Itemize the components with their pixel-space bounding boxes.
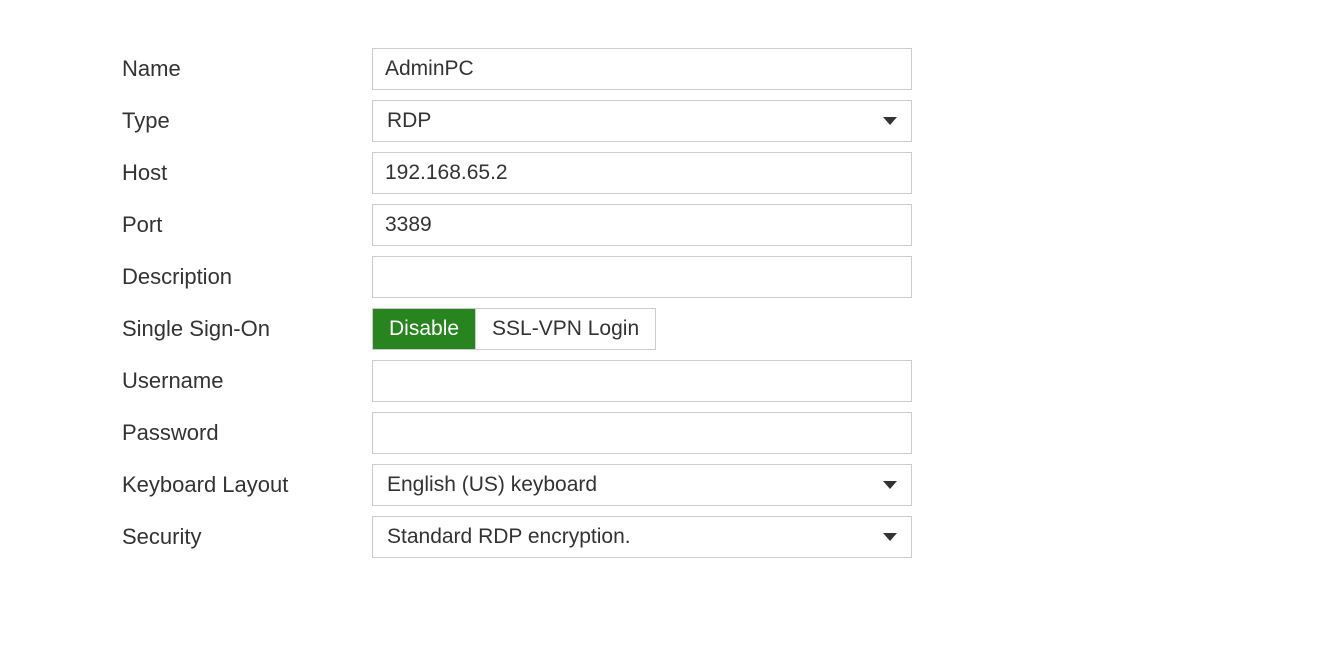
security-select[interactable]: Standard RDP encryption. <box>372 516 912 558</box>
type-row: Type RDP <box>122 100 1326 142</box>
description-input[interactable] <box>372 256 912 298</box>
name-row: Name <box>122 48 1326 90</box>
name-label: Name <box>122 56 372 82</box>
username-input[interactable] <box>372 360 912 402</box>
chevron-down-icon <box>883 533 897 541</box>
username-row: Username <box>122 360 1326 402</box>
keyboard-select-value: English (US) keyboard <box>387 473 597 497</box>
host-label: Host <box>122 160 372 186</box>
description-label: Description <box>122 264 372 290</box>
username-label: Username <box>122 368 372 394</box>
chevron-down-icon <box>883 117 897 125</box>
sso-sslvpn-button[interactable]: SSL-VPN Login <box>475 309 655 349</box>
port-row: Port <box>122 204 1326 246</box>
port-input[interactable] <box>372 204 912 246</box>
security-row: Security Standard RDP encryption. <box>122 516 1326 558</box>
security-select-value: Standard RDP encryption. <box>387 525 631 549</box>
description-row: Description <box>122 256 1326 298</box>
type-select-value: RDP <box>387 109 431 133</box>
sso-disable-button[interactable]: Disable <box>373 309 475 349</box>
keyboard-row: Keyboard Layout English (US) keyboard <box>122 464 1326 506</box>
security-label: Security <box>122 524 372 550</box>
keyboard-select[interactable]: English (US) keyboard <box>372 464 912 506</box>
sso-row: Single Sign-On Disable SSL-VPN Login <box>122 308 1326 350</box>
type-label: Type <box>122 108 372 134</box>
port-label: Port <box>122 212 372 238</box>
host-row: Host <box>122 152 1326 194</box>
host-input[interactable] <box>372 152 912 194</box>
type-select[interactable]: RDP <box>372 100 912 142</box>
name-input[interactable] <box>372 48 912 90</box>
keyboard-label: Keyboard Layout <box>122 472 372 498</box>
password-row: Password <box>122 412 1326 454</box>
sso-toggle-group: Disable SSL-VPN Login <box>372 308 656 350</box>
chevron-down-icon <box>883 481 897 489</box>
password-input[interactable] <box>372 412 912 454</box>
sso-label: Single Sign-On <box>122 316 372 342</box>
password-label: Password <box>122 420 372 446</box>
